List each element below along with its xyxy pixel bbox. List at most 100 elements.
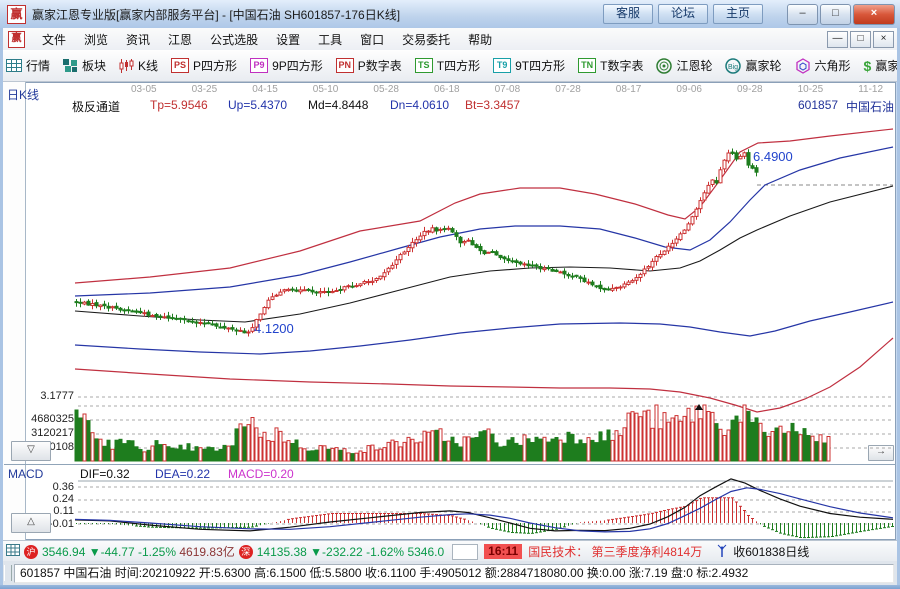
menu-item[interactable]: 公式选股 [210, 32, 259, 47]
toolbar-button-box-TN[interactable]: TN T数字表 [578, 57, 643, 74]
menu-item[interactable]: 帮助 [468, 32, 493, 47]
volume-bars-layer [74, 404, 831, 462]
box-icon: TS [414, 58, 433, 73]
titlebar-link-button[interactable]: 客服 [603, 4, 653, 24]
macd-panel-label: MACD [8, 467, 44, 481]
toolbar-button-box-PN[interactable]: PN P数字表 [335, 57, 402, 74]
box-icon: P9 [250, 58, 269, 73]
toolbar-button-box-PS[interactable]: PS P四方形 [171, 57, 237, 74]
channel-up-value: Up=5.4370 [228, 98, 288, 112]
toolbar-button-label: T数字表 [600, 59, 644, 73]
app-logo-icon-small: 赢 [8, 30, 25, 48]
toolbar-button-hexagon[interactable]: 六角形 [795, 57, 851, 74]
kline-panel-label: 日K线 [7, 88, 40, 102]
box-icon: PS [171, 58, 190, 73]
wheel-icon [656, 57, 673, 74]
high-price-annotation: 6.4900 [753, 149, 793, 164]
toolbar-button-label: 板块 [82, 59, 107, 73]
chart-left-strip [3, 82, 26, 540]
date-axis-label: 04-15 [252, 84, 278, 95]
menu-item[interactable]: 工具 [318, 32, 343, 47]
toolbar-button-label: 9P四方形 [272, 59, 323, 73]
market-status-bar: 沪 3546.94 ▼-44.77 -1.25% 4619.83亿 深 1413… [0, 540, 900, 562]
date-axis-label: 11-12 [858, 84, 884, 95]
menu-item[interactable]: 浏览 [84, 32, 109, 47]
maximize-button[interactable]: □ [820, 3, 851, 25]
panel-separator [4, 464, 896, 465]
date-axis-label: 03-25 [191, 84, 218, 95]
channel-md-value: Md=4.8448 [308, 98, 369, 112]
channel-dn-value: Dn=4.0610 [390, 98, 450, 112]
volume-peak-marker [695, 404, 703, 410]
kline-chart-canvas[interactable] [4, 83, 896, 539]
sz-index-value: 14135.38 [256, 544, 307, 559]
toolbar-button-bigwheel[interactable]: Big 赢家轮 [725, 57, 782, 74]
minimize-button[interactable]: – [787, 3, 818, 25]
data-receive-status: 收601838日线 [733, 545, 810, 559]
statusbar-grip [4, 565, 12, 581]
candles-layer [74, 148, 759, 337]
menu-item[interactable]: 交易委托 [402, 32, 451, 47]
stock-info-bar: 601857 中国石油 时间:20210922 开:5.6300 高:6.150… [0, 561, 900, 585]
toolbar-button-label: 江恩轮 [676, 59, 713, 73]
expand-panel-button[interactable]: △ [11, 513, 51, 533]
date-axis-label: 09-28 [737, 84, 763, 95]
macd-layer [74, 478, 894, 539]
box-icon: PN [335, 58, 354, 73]
channel-indicator-name: 极反通道 [72, 100, 121, 114]
date-axis-label: 08-17 [615, 84, 642, 95]
toolbar-button-kline[interactable]: K线 [119, 57, 158, 74]
date-axis-label: 06-18 [434, 84, 460, 95]
close-button[interactable]: × [853, 3, 895, 25]
blocks-icon [63, 59, 78, 72]
menu-item[interactable]: 文件 [42, 32, 67, 47]
date-axis-label: 07-28 [555, 84, 581, 95]
hexagon-icon [795, 57, 811, 74]
volume-axis-label-2: 3120217 [31, 427, 74, 439]
scroll-right-button[interactable]: → [868, 445, 894, 461]
toolbar-button-label: P四方形 [193, 59, 238, 73]
mdi-minimize-button[interactable]: — [827, 30, 848, 48]
bigwheel-icon: Big [725, 57, 742, 74]
menu-item[interactable]: 江恩 [168, 32, 193, 47]
window-title: 赢家江恩专业版[赢家内部服务平台] - [中国石油 SH601857-176日K… [32, 7, 401, 22]
sz-index-pct: -1.62% [366, 544, 405, 559]
toolbar-button-label: P数字表 [357, 59, 402, 73]
titlebar-link-button[interactable]: 论坛 [658, 4, 708, 24]
kline-icon [119, 58, 134, 73]
toolbar-button-wheel[interactable]: 江恩轮 [656, 57, 712, 74]
date-axis-label: 03-05 [131, 84, 157, 95]
sz-index-change: ▼-232.22 [310, 544, 363, 559]
macd-axis-label-3: 0.11 [53, 505, 74, 517]
toolbar-button-box-T9[interactable]: T9 9T四方形 [493, 57, 565, 74]
shenzhen-index-icon: 深 [238, 544, 253, 559]
mdi-close-button[interactable]: × [873, 30, 894, 48]
toolbar-button-grid[interactable]: 行情 [6, 57, 50, 74]
window-border-right [897, 28, 900, 585]
toolbar: 行情 板块 K线 PS P四方形 P9 9P四方形 PN P数字表 TS T四方形 T9 9T四方形 TN… [0, 50, 900, 82]
title-bar: 赢 赢家江恩专业版[赢家内部服务平台] - [中国石油 SH601857-176… [0, 0, 900, 29]
box-icon: TN [578, 58, 597, 73]
grid-icon [6, 59, 22, 72]
mdi-restore-button[interactable]: □ [850, 30, 871, 48]
app-logo-icon: 赢 [7, 4, 26, 24]
sh-index-pct: -1.25% [137, 544, 177, 559]
toolbar-button-dollar[interactable]: $赢家服务 [864, 57, 900, 74]
ticker-time-badge: 16:11 [484, 544, 523, 559]
toolbar-button-box-P9[interactable]: P9 9P四方形 [250, 57, 323, 74]
date-axis-label: 05-28 [373, 84, 399, 95]
symbol-name: 中国石油 [846, 100, 895, 114]
sh-index-amount: 4619.83亿 [179, 545, 235, 559]
toolbar-button-box-TS[interactable]: TS T四方形 [414, 57, 480, 74]
toolbar-button-blocks[interactable]: 板块 [63, 57, 106, 74]
price-axis-label: 3.1777 [40, 390, 74, 402]
quote-table-icon[interactable] [6, 544, 20, 559]
window-border-left [0, 28, 3, 585]
menu-item[interactable]: 资讯 [126, 32, 151, 47]
menu-item[interactable]: 窗口 [360, 32, 385, 47]
collapse-panel-button[interactable]: ▽ [11, 441, 51, 461]
titlebar-link-button[interactable]: 主页 [713, 4, 763, 24]
menu-item[interactable]: 设置 [276, 32, 301, 47]
date-axis-label: 10-25 [797, 84, 824, 95]
toolbar-button-label: 赢家服务 [875, 59, 900, 73]
